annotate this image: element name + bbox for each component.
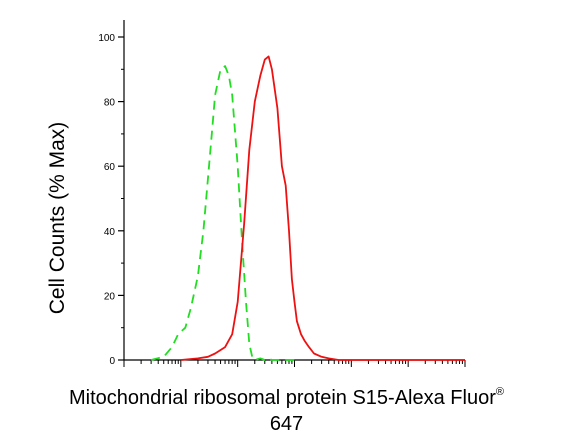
y-tick-label: 0 bbox=[109, 356, 115, 367]
x-axis-label: Mitochondrial ribosomal protein S15-Alex… bbox=[0, 386, 573, 410]
y-tick-label: 100 bbox=[98, 33, 115, 44]
y-tick-label: 80 bbox=[104, 98, 116, 109]
y-axis-label: Cell Counts (% Max) bbox=[46, 122, 69, 315]
histogram-series bbox=[150, 55, 465, 361]
x-axis-label-registered-mark: ® bbox=[495, 386, 504, 398]
x-axis-ticks bbox=[123, 360, 466, 367]
sample-histogram bbox=[180, 55, 465, 361]
x-axis-label-text: Mitochondrial ribosomal protein S15-Alex… bbox=[69, 387, 496, 409]
isotype-control-histogram bbox=[150, 65, 295, 361]
y-axis-ticks: 0 20 40 60 80 100 bbox=[98, 33, 124, 367]
y-tick-label: 60 bbox=[104, 162, 116, 173]
y-tick-label: 20 bbox=[104, 291, 116, 302]
x-axis-label-line2: 647 bbox=[269, 413, 304, 435]
y-tick-label: 40 bbox=[104, 227, 116, 238]
